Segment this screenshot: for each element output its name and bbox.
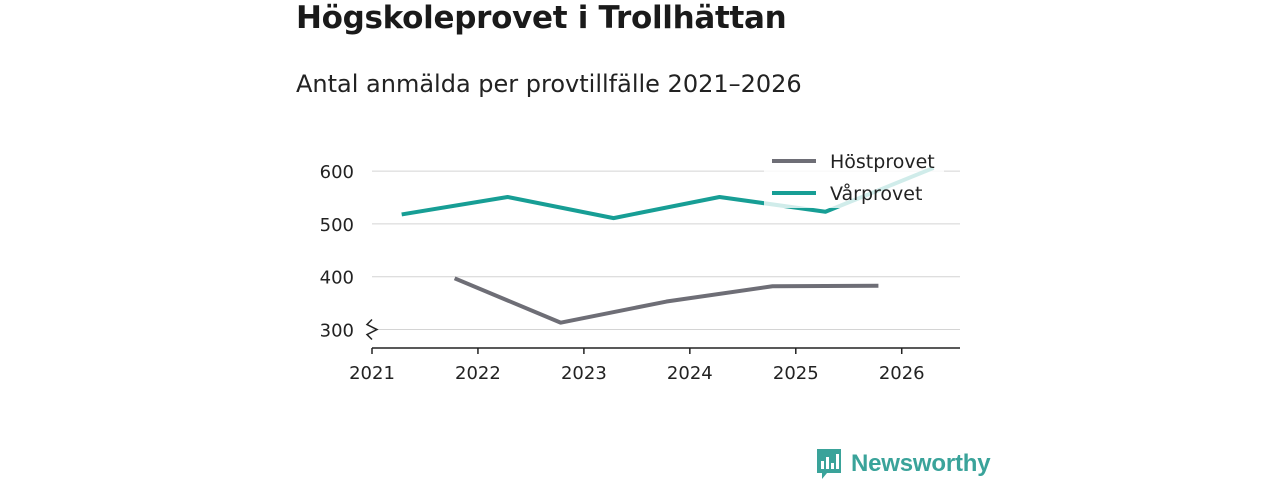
legend-label: Höstprovet [830, 151, 935, 173]
y-tick-label: 300 [320, 321, 354, 342]
x-tick-label: 2026 [879, 363, 925, 384]
legend-label: Vårprovet [830, 182, 922, 205]
legend: Höstprovet Vårprovet [764, 146, 944, 208]
brand-logo: Newsworthy [815, 447, 990, 481]
brand-name: Newsworthy [851, 450, 990, 478]
y-tick-label: 600 [320, 162, 354, 183]
y-tick-label: 500 [320, 215, 354, 236]
x-tick-label: 2022 [455, 363, 501, 384]
x-tick-label: 2023 [561, 363, 607, 384]
x-tick-label: 2025 [773, 363, 819, 384]
x-tick-label: 2021 [349, 363, 395, 384]
y-tick-label: 400 [320, 268, 354, 289]
x-tick-label: 2024 [667, 363, 713, 384]
newsworthy-logo-icon [815, 447, 843, 481]
series-line-hostprovet [455, 278, 879, 322]
